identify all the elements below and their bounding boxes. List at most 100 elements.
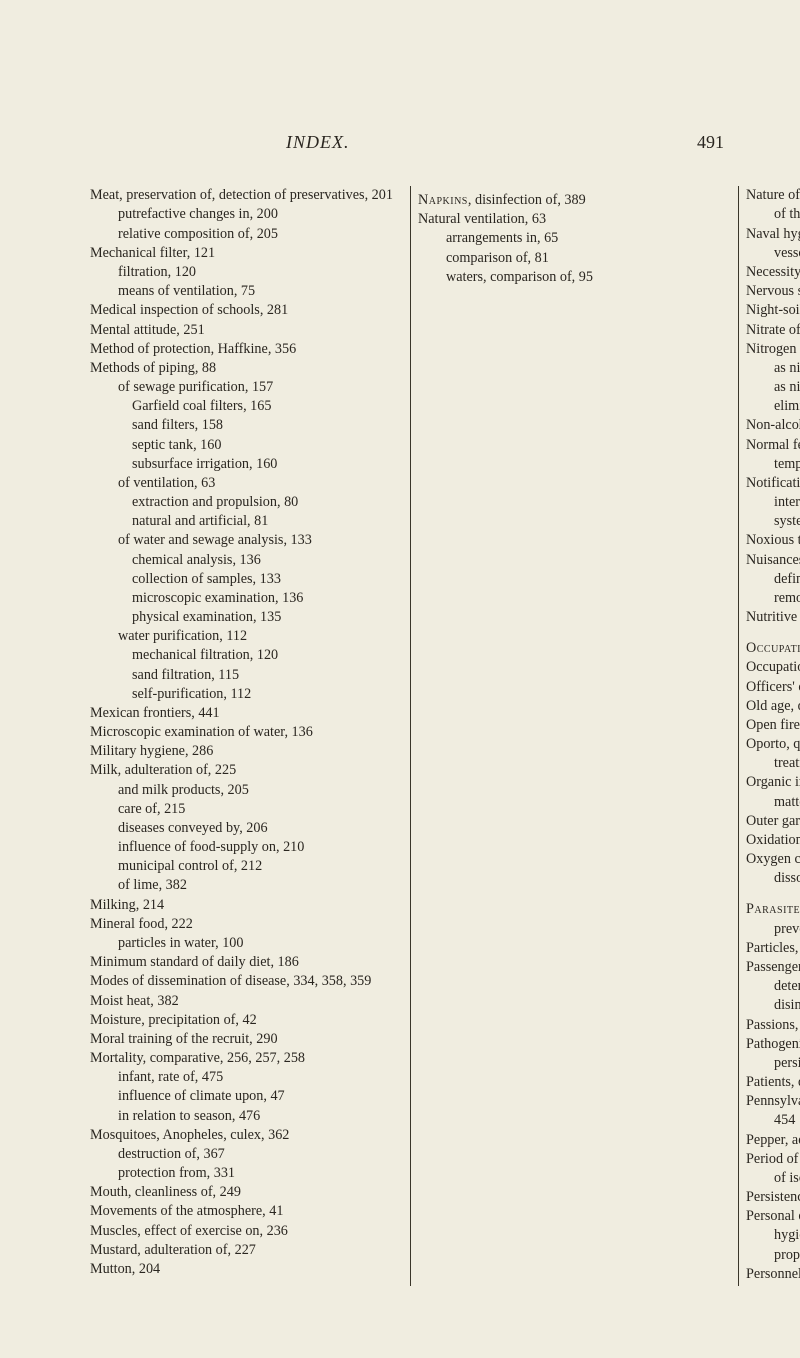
index-entry: interstate, of diseases, 459 (746, 493, 800, 512)
index-entry: Naval hygiene, 304 (746, 225, 800, 244)
index-entry: Occupation, nature of, 250 (746, 639, 800, 658)
index-entry: means of ventilation, 75 (90, 282, 402, 301)
index-entry: Moisture, precipitation of, 42 (90, 1011, 402, 1030)
index-entry: Minimum standard of daily diet, 186 (90, 953, 402, 972)
index-entry: prevention of infection by, 369 (746, 920, 800, 939)
index-entry: Occupations, death-rate in, 475 (746, 658, 800, 677)
index-entry: Outer garments, 292 (746, 812, 800, 831)
index-entry: Necessity of system of notification, 479 (746, 263, 800, 282)
index-entry: Modes of dissemination of disease, 334, … (90, 972, 402, 991)
index-entry: Oxygen consumed, 140 (746, 850, 800, 869)
index-entry: Organic impurities in water, 102 (746, 773, 800, 792)
index-entry: destruction of, 367 (90, 1145, 402, 1164)
index-entry: septic tank, 160 (90, 436, 402, 455)
index-entry: Mortality, comparative, 256, 257, 258 (90, 1049, 402, 1068)
index-entry: Passengers, 414 (746, 958, 800, 977)
index-entry: Mutton, 204 (90, 1260, 402, 1279)
index-entry: matter, 50 (746, 793, 800, 812)
index-entry: as nitrates, 139 (746, 359, 800, 378)
index-entry: Meat, preservation of, detection of pres… (90, 186, 402, 205)
index-entry: Particles, mineral, in water, 100 (746, 939, 800, 958)
page-number: 491 (697, 130, 724, 154)
index-page: INDEX. 491 Meat, preservation of, detect… (0, 0, 800, 1358)
index-entry: of sewage purification, 157 (90, 378, 402, 397)
index-entry: Military hygiene, 286 (90, 742, 402, 761)
index-entry: removal of, 454 (746, 589, 800, 608)
index-entry: persistence of, 360 (746, 1054, 800, 1073)
index-entry: of lime, 382 (90, 876, 402, 895)
index-entry: Movements of the atmosphere, 41 (90, 1202, 402, 1221)
header-title: INDEX. (286, 130, 350, 154)
index-entry: arrangements in, 65 (418, 229, 730, 248)
index-entry: Mouth, cleanliness of, 249 (90, 1183, 402, 1202)
index-entry: Normal feet, 244 (746, 436, 800, 455)
index-entry: municipal control of, 212 (90, 857, 402, 876)
index-entry: Milk, adulteration of, 225 (90, 761, 402, 780)
index-entry: detention of, 437 (746, 977, 800, 996)
index-entry: treatment of vessels from, 423 (746, 754, 800, 773)
index-entry: putrefactive changes in, 200 (90, 205, 402, 224)
index-entry: definition of, 455 (746, 570, 800, 589)
index-entry: mechanical filtration, 120 (90, 646, 402, 665)
index-entry: Parasites, animal and vegetable, 368 (746, 900, 800, 919)
index-entry: Nervous system, effect of exercise on, 2… (746, 282, 800, 301)
index-entry: Personal effects, disinfection of, 426, … (746, 1207, 800, 1226)
index-entry: Medical inspection of schools, 281 (90, 301, 402, 320)
index-entry: in relation to season, 476 (90, 1107, 402, 1126)
index-entry: extraction and propulsion, 80 (90, 493, 402, 512)
index-entry: care of, 215 (90, 800, 402, 819)
index-entry: Noxious trades, 455 (746, 531, 800, 550)
index-entry: chemical analysis, 136 (90, 551, 402, 570)
index-entry: Mineral food, 222 (90, 915, 402, 934)
page-header: INDEX. 491 (90, 130, 730, 154)
index-entry: natural and artificial, 81 (90, 512, 402, 531)
index-entry: of water and sewage analysis, 133 (90, 531, 402, 550)
section-spacer (746, 888, 800, 900)
index-entry: Oxidation, 112 (746, 831, 800, 850)
index-entry: Oporto, quarantine regulations for, 423 (746, 735, 800, 754)
index-entry: filtration, 120 (90, 263, 402, 282)
index-entry: sand filters, 158 (90, 416, 402, 435)
index-entry: Muscles, effect of exercise on, 236 (90, 1222, 402, 1241)
index-entry: disinfection of personal effects of, 426… (746, 996, 800, 1015)
index-entry: Open fireplaces, 86 (746, 716, 800, 735)
index-entry: Milking, 214 (90, 896, 402, 915)
index-entry: Mental attitude, 251 (90, 321, 402, 340)
index-entry: influence of food-supply on, 210 (90, 838, 402, 857)
index-entry: Method of protection, Haffkine, 356 (90, 340, 402, 359)
index-entry: of ventilation, 63 (90, 474, 402, 493)
index-entry: hygiene, 248 (746, 1226, 800, 1245)
index-entry: comparison of, 81 (418, 249, 730, 268)
index-entry: Nitrate of silver, 381 (746, 321, 800, 340)
index-entry: Mosquitoes, Anopheles, culex, 362 (90, 1126, 402, 1145)
index-entry: elimination, effect of exercise on, 237 (746, 397, 800, 416)
index-entry: Methods of piping, 88 (90, 359, 402, 378)
index-entry: self-purification, 112 (90, 685, 402, 704)
index-entry: relative composition of, 205 (90, 225, 402, 244)
index-entry: diseases conveyed by, 206 (90, 819, 402, 838)
index-entry: microscopic examination, 136 (90, 589, 402, 608)
index-entry: sand filtration, 115 (90, 666, 402, 685)
index-entry: and milk products, 205 (90, 781, 402, 800)
index-entry: subsurface irrigation, 160 (90, 455, 402, 474)
index-entry: Persistence of bacteria in dead bodies, … (746, 1188, 800, 1207)
index-entry: Mexican frontiers, 441 (90, 704, 402, 723)
index-entry: waters, comparison of, 95 (418, 268, 730, 287)
index-entry: Nitrogen as free and albuminoid ammonia,… (746, 340, 800, 359)
index-entry: Pathogenic bacteria in soil, 320 (746, 1035, 800, 1054)
index-entry: protection from, 331 (90, 1164, 402, 1183)
index-entry: Microscopic examination of water, 136 (90, 723, 402, 742)
index-entry: Natural ventilation, 63 (418, 210, 730, 229)
index-entry: Mustard, adulteration of, 227 (90, 1241, 402, 1260)
index-entry: prophylaxis, 357 (746, 1246, 800, 1265)
index-entry: Mechanical filter, 121 (90, 244, 402, 263)
index-entry: Nuisances, abatement of, 454 (746, 551, 800, 570)
index-entry: temperature and rainfall, 44 (746, 455, 800, 474)
index-entry: Moral training of the recruit, 290 (90, 1030, 402, 1049)
index-entry: collection of samples, 133 (90, 570, 402, 589)
index-entry: Passions, regulation of, 249 (746, 1016, 800, 1035)
index-entry: dissolved, 141 (746, 869, 800, 888)
index-entry: influence of climate upon, 47 (90, 1087, 402, 1106)
index-entry: physical examination, 135 (90, 608, 402, 627)
index-entry: Garfield coal filters, 165 (90, 397, 402, 416)
